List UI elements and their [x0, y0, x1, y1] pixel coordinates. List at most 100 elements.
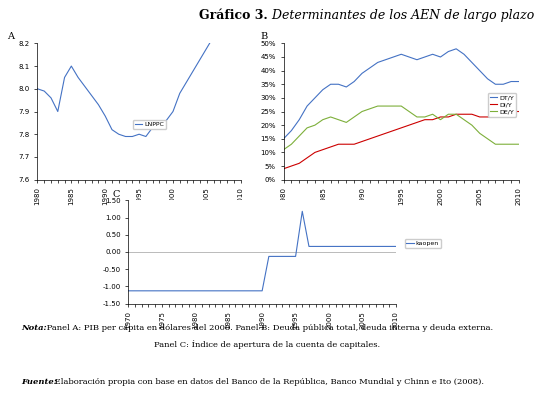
DE/Y — [312, 123, 318, 128]
DE/Y — [319, 117, 326, 122]
DI/Y — [516, 109, 522, 114]
DI/Y — [406, 123, 412, 128]
DI/Y — [469, 112, 475, 117]
DT/Y — [296, 117, 302, 122]
DT/Y — [351, 79, 357, 84]
DE/Y — [461, 117, 467, 122]
Text: Fuente:: Fuente: — [21, 378, 57, 386]
DT/Y — [492, 82, 499, 87]
DE/Y — [374, 104, 381, 109]
DT/Y — [469, 60, 475, 65]
DI/Y — [312, 150, 318, 155]
DT/Y — [445, 49, 452, 54]
DE/Y — [296, 133, 302, 138]
DI/Y — [351, 142, 357, 147]
DI/Y — [500, 112, 507, 117]
DE/Y — [383, 104, 389, 109]
DT/Y — [366, 65, 373, 70]
DT/Y — [319, 87, 326, 92]
Text: Nota:: Nota: — [21, 324, 47, 332]
DE/Y — [327, 114, 334, 119]
DT/Y — [437, 55, 444, 59]
DI/Y — [390, 128, 396, 133]
Text: Determinantes de los AEN de largo plazo: Determinantes de los AEN de largo plazo — [268, 9, 534, 22]
DE/Y — [469, 123, 475, 128]
Legend: LNPPC: LNPPC — [133, 120, 166, 129]
DT/Y — [484, 76, 491, 81]
DI/Y — [437, 114, 444, 119]
DI/Y — [484, 114, 491, 119]
DI/Y — [461, 112, 467, 117]
DE/Y — [414, 114, 420, 119]
DI/Y — [327, 145, 334, 150]
DI/Y — [383, 131, 389, 136]
DI/Y — [296, 161, 302, 166]
DT/Y — [312, 95, 318, 100]
DI/Y — [304, 155, 310, 160]
DE/Y — [398, 104, 404, 109]
DI/Y — [445, 114, 452, 119]
DT/Y — [374, 60, 381, 65]
DI/Y — [492, 114, 499, 119]
DT/Y — [500, 82, 507, 87]
Text: Panel A: PIB per cápita en dólares del 2000. Panel B: Deuda pública total, deuda: Panel A: PIB per cápita en dólares del 2… — [44, 324, 493, 332]
DT/Y — [304, 104, 310, 109]
Line: DT/Y: DT/Y — [284, 49, 519, 139]
DT/Y — [516, 79, 522, 84]
DE/Y — [492, 142, 499, 147]
DI/Y — [280, 166, 287, 171]
DE/Y — [366, 106, 373, 111]
DI/Y — [414, 120, 420, 125]
DT/Y — [327, 82, 334, 87]
DE/Y — [335, 117, 342, 122]
Text: B: B — [260, 33, 268, 41]
Text: Elaboración propia con base en datos del Banco de la República, Banco Mundial y : Elaboración propia con base en datos del… — [52, 378, 484, 386]
DI/Y — [343, 142, 349, 147]
DI/Y — [288, 164, 295, 169]
DT/Y — [430, 52, 436, 57]
DT/Y — [343, 85, 349, 90]
Text: Panel C: Índice de apertura de la cuenta de capitales.: Panel C: Índice de apertura de la cuenta… — [155, 340, 380, 349]
DT/Y — [359, 71, 365, 76]
DI/Y — [430, 117, 436, 122]
DI/Y — [319, 147, 326, 152]
DT/Y — [422, 55, 428, 59]
Line: DE/Y: DE/Y — [284, 106, 519, 150]
DI/Y — [453, 112, 460, 117]
Text: C: C — [112, 190, 120, 199]
DE/Y — [445, 112, 452, 117]
DT/Y — [383, 57, 389, 62]
DT/Y — [335, 82, 342, 87]
DE/Y — [359, 109, 365, 114]
DT/Y — [477, 68, 483, 73]
DI/Y — [366, 136, 373, 141]
DE/Y — [516, 142, 522, 147]
DT/Y — [414, 57, 420, 62]
DI/Y — [359, 139, 365, 144]
DE/Y — [280, 147, 287, 152]
DT/Y — [288, 128, 295, 133]
DE/Y — [343, 120, 349, 125]
DI/Y — [374, 133, 381, 138]
DE/Y — [406, 109, 412, 114]
DE/Y — [508, 142, 514, 147]
DE/Y — [351, 114, 357, 119]
DT/Y — [461, 52, 467, 57]
Legend: DT/Y, DI/Y, DE/Y: DT/Y, DI/Y, DE/Y — [488, 93, 516, 116]
DI/Y — [422, 117, 428, 122]
Text: Gráfico 3.: Gráfico 3. — [198, 9, 268, 22]
DT/Y — [398, 52, 404, 57]
DE/Y — [288, 142, 295, 147]
DE/Y — [437, 117, 444, 122]
Legend: kaopen: kaopen — [404, 239, 441, 248]
DE/Y — [453, 112, 460, 117]
DT/Y — [406, 55, 412, 59]
DE/Y — [422, 114, 428, 119]
DT/Y — [390, 55, 396, 59]
DT/Y — [453, 46, 460, 51]
DE/Y — [477, 131, 483, 136]
Line: DI/Y: DI/Y — [284, 112, 519, 169]
DE/Y — [390, 104, 396, 109]
DE/Y — [430, 112, 436, 117]
DE/Y — [484, 136, 491, 141]
